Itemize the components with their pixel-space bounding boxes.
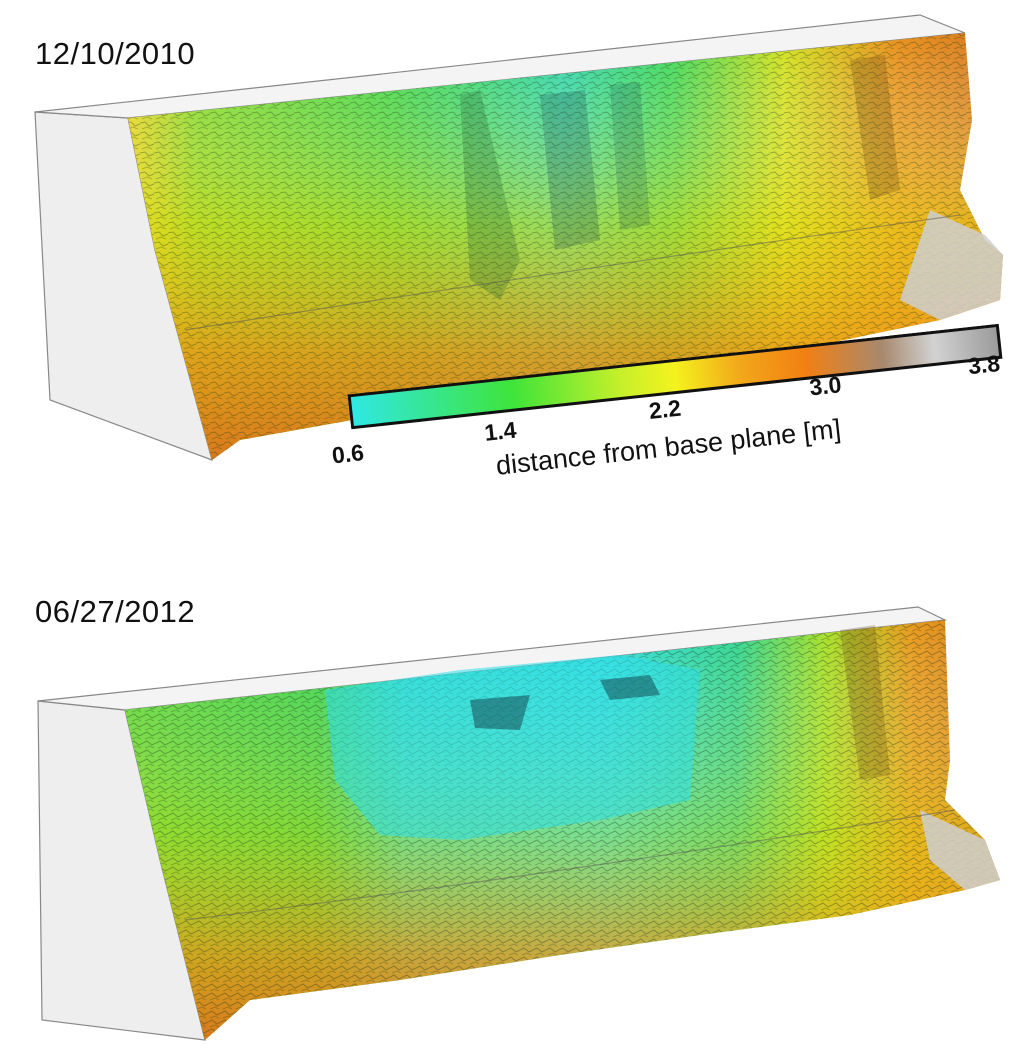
colorbar-tick-2: 2.2 <box>647 394 683 424</box>
colorbar-tick-3: 3.0 <box>808 371 843 401</box>
colorbar-tick-4: 3.8 <box>966 349 1002 380</box>
terrain-model-2012 <box>37 606 1000 1041</box>
colorbar-tick-1: 1.4 <box>483 416 518 446</box>
colorbar-tick-0: 0.6 <box>330 439 366 469</box>
colorbar: 0.6 1.4 2.2 3.0 3.8 distance from base p… <box>330 253 1011 555</box>
colorbar-gradient <box>347 323 1003 430</box>
panel-date-bottom: 06/27/2012 <box>35 594 196 629</box>
panel-date-top: 12/10/2010 <box>35 36 196 71</box>
terrain-model-2010 <box>34 14 1003 461</box>
